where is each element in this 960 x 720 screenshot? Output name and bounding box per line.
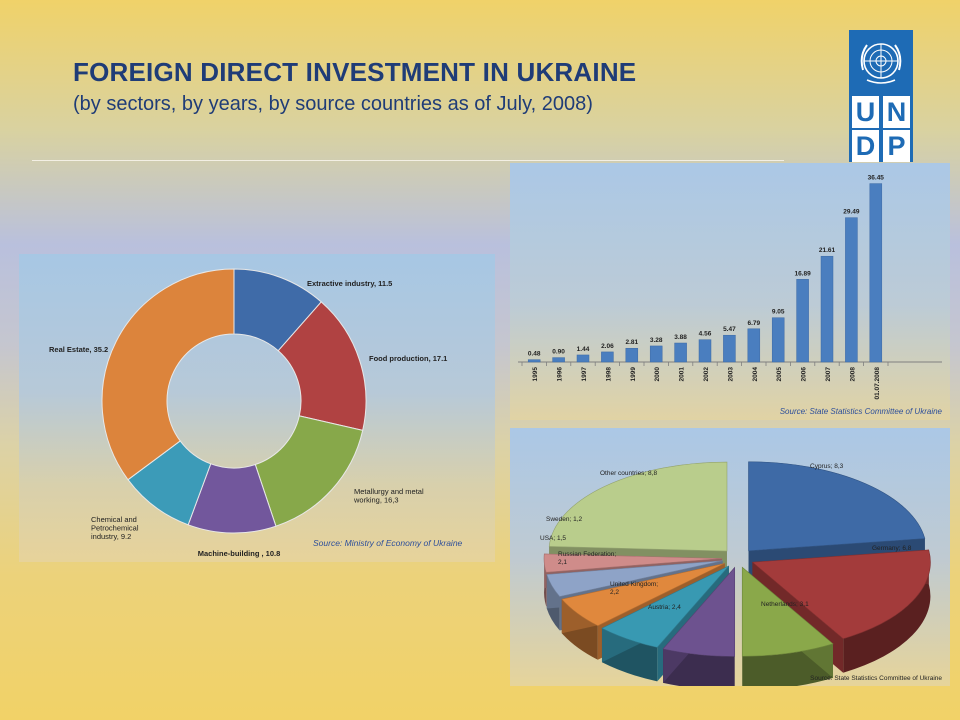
pie-slice-2 <box>741 566 834 657</box>
bar-01.07.2008 <box>869 183 883 363</box>
un-emblem-icon <box>860 43 902 84</box>
pie-label-2: Netherlands; 3,1 <box>761 601 809 608</box>
bar-1997 <box>576 354 590 363</box>
bar-1999 <box>625 347 639 363</box>
bar-category-label: 2002 <box>703 367 710 382</box>
pie-label-0: Cyprus; 8,3 <box>810 463 844 470</box>
sector-donut-chart: Extractive industry, 11.5 Food production… <box>19 254 495 562</box>
bar-source: Source: State Statistics Committee of Uk… <box>780 407 943 416</box>
pie-label-3: Austria; 2,4 <box>648 604 681 611</box>
pie-slice-5 <box>561 563 725 627</box>
pie-slice-1 <box>751 549 931 640</box>
bar-value-label: 3.28 <box>650 337 663 344</box>
bar-value-label: 0.48 <box>528 351 541 358</box>
pie-slice-8 <box>548 461 728 552</box>
bar-2006 <box>796 279 809 363</box>
bar-category-label: 2008 <box>849 367 856 382</box>
bar-category-label: 2006 <box>801 367 808 382</box>
bar-2000 <box>649 345 663 363</box>
bar-category-label: 2004 <box>752 367 759 382</box>
pie-label-4: United Kingdom; 2,2 <box>610 581 658 596</box>
bar-category-label: 01.07.2008 <box>874 367 881 400</box>
bar-2001 <box>674 342 687 363</box>
bar-category-label: 2005 <box>776 367 783 382</box>
bar-value-label: 0.90 <box>552 349 565 356</box>
pie-slice-7 <box>543 553 723 573</box>
logo-letter-d: D <box>852 130 879 162</box>
slide-subtitle: (by sectors, by years, by source countri… <box>73 93 593 115</box>
bar-1996 <box>552 357 565 363</box>
bar-2003 <box>723 334 736 363</box>
pie-label-6: USA; 1,5 <box>540 535 566 542</box>
bar-category-label: 2000 <box>654 367 661 382</box>
bar-category-label: 1998 <box>605 367 612 382</box>
bar-2004 <box>747 328 761 363</box>
bar-1995 <box>527 359 541 363</box>
yearly-bar-svg: 0.48 1995 0.90 1996 1.44 1997 2.06 1998 2.81 1999… <box>518 175 943 416</box>
bar-value-label: 36.45 <box>868 175 885 182</box>
country-pie-svg: Cyprus; 8,3 Germany; 6,8 Netherlands; 3,1 A… <box>540 461 942 686</box>
bar-value-label: 2.81 <box>625 339 638 346</box>
bar-value-label: 9.05 <box>772 309 785 316</box>
bar-1998 <box>601 351 614 363</box>
pie-label-5: Russian Federation; 2,1 <box>558 551 616 566</box>
slide-title: FOREIGN DIRECT INVESTMENT IN UKRAINE <box>73 57 637 87</box>
donut-slice-2 <box>254 415 364 527</box>
bar-category-label: 2001 <box>679 367 686 382</box>
bar-value-label: 29.49 <box>843 209 860 216</box>
donut-label-2: Metallurgy and metal working, 16,3 <box>353 487 424 505</box>
logo-letter-p: P <box>883 130 910 162</box>
donut-label-4: Chemical and Petrochemical industry, 9.2 <box>91 515 139 541</box>
bar-value-label: 6.79 <box>747 320 760 327</box>
bar-value-label: 2.06 <box>601 343 614 350</box>
donut-label-3: Machine-building , 10.8 <box>198 549 281 558</box>
country-pie-chart: Cyprus; 8,3 Germany; 6,8 Netherlands; 3,1 A… <box>510 428 950 686</box>
bar-category-label: 2003 <box>727 367 734 382</box>
bar-value-label: 4.56 <box>699 331 712 338</box>
bar-value-label: 3.88 <box>674 334 687 341</box>
pie-slice-side-1 <box>843 549 931 673</box>
bar-category-label: 1996 <box>557 367 564 382</box>
pie-label-1: Germany; 6,8 <box>872 545 912 552</box>
bar-value-label: 16.89 <box>794 270 811 277</box>
bar-category-label: 1995 <box>532 367 539 382</box>
bar-2002 <box>698 339 712 363</box>
bar-2008 <box>845 217 858 363</box>
sector-donut-svg: Extractive industry, 11.5 Food production… <box>49 268 463 558</box>
donut-label-0: Extractive industry, 11.5 <box>307 279 392 288</box>
pie-slice-0 <box>748 461 926 552</box>
yearly-bar-chart: 0.48 1995 0.90 1996 1.44 1997 2.06 1998 2.81 1999… <box>510 163 950 420</box>
undp-logo: U N D P <box>849 30 913 162</box>
bar-2005 <box>771 317 785 363</box>
pie-label-8: Other countries; 8,8 <box>600 470 657 477</box>
bar-value-label: 1.44 <box>577 346 590 353</box>
bar-category-label: 1999 <box>630 367 637 382</box>
logo-letter-n: N <box>883 96 910 128</box>
donut-label-5: Real Estate, 35.2 <box>49 345 108 354</box>
pie-source: Source: State Statistics Committee of Uk… <box>810 675 942 682</box>
donut-label-1: Food production, 17.1 <box>369 354 447 363</box>
donut-source: Source: Ministry of Economy of Ukraine <box>313 538 463 548</box>
logo-letter-u: U <box>852 96 879 128</box>
pie-label-7: Sweden; 1,2 <box>546 516 583 523</box>
bar-value-label: 5.47 <box>723 326 736 333</box>
bar-category-label: 1997 <box>581 367 588 382</box>
pie-slice-6 <box>546 560 723 597</box>
pie-slice-4 <box>601 565 730 648</box>
donut-slice-5 <box>101 268 235 481</box>
title-divider <box>32 160 784 161</box>
bar-2007 <box>820 255 834 363</box>
pie-slice-3 <box>662 566 736 657</box>
bar-category-label: 2007 <box>825 367 832 382</box>
bar-value-label: 21.61 <box>819 247 836 254</box>
